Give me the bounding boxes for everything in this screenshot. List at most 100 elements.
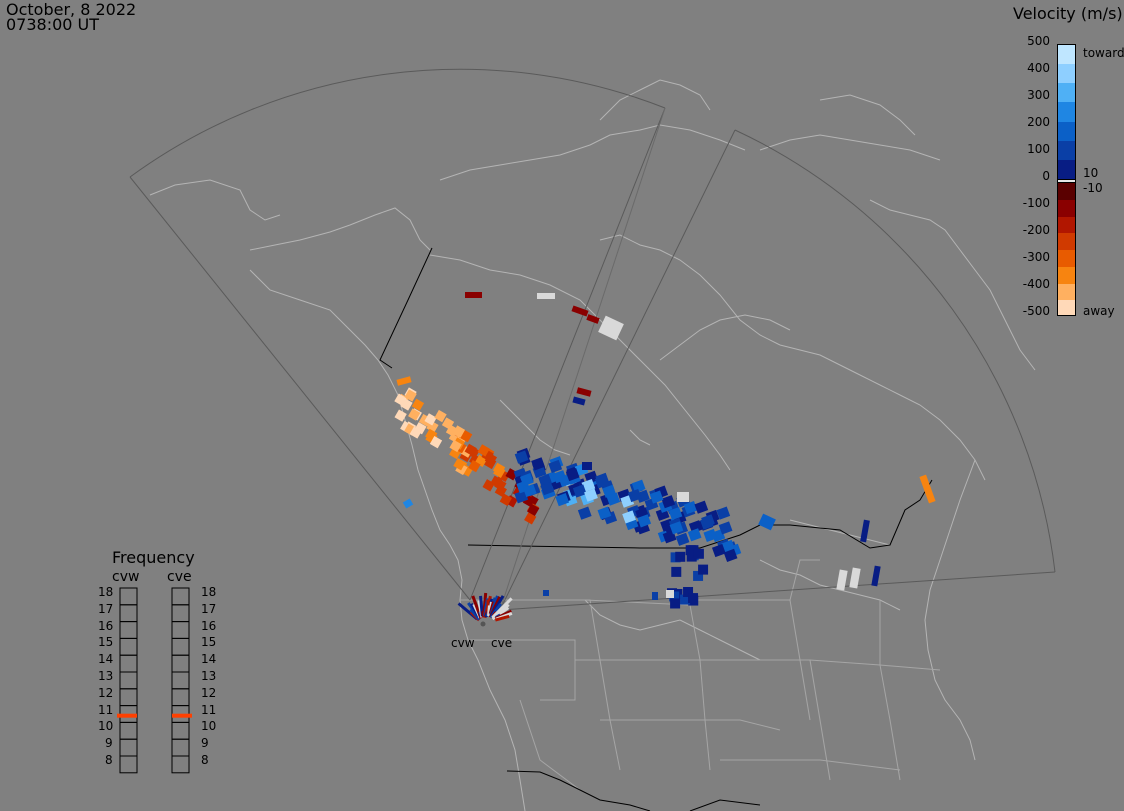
backscatter-cell: [652, 592, 658, 600]
backscatter-cell: [701, 514, 715, 528]
backscatter-cell: [576, 387, 592, 397]
frequency-label-left: 16: [98, 618, 114, 633]
backscatter-cell: [477, 444, 490, 457]
frequency-label-right: 8: [201, 753, 209, 767]
radar-fields-of-view: [129, 68, 1056, 611]
colorbar-segment: [1058, 64, 1075, 85]
backscatter-cell: [598, 315, 624, 341]
time-label: 0738:00 UT: [6, 15, 100, 34]
frequency-title: Frequency: [112, 548, 195, 567]
colorbar-segment: [1058, 250, 1075, 268]
backscatter-cell: [581, 479, 596, 493]
backscatter-cell: [669, 521, 684, 535]
frequency-radar-cvw: cvw: [112, 569, 140, 585]
backscatter-cell: [669, 591, 680, 602]
backscatter-cell: [586, 314, 600, 324]
backscatter-cell: [693, 548, 704, 559]
backscatter-cell: [687, 528, 702, 542]
backscatter-cell: [396, 376, 412, 386]
frequency-cell: [171, 688, 190, 707]
frequency-label-left: 8: [105, 753, 113, 767]
frequency-label-right: 12: [201, 685, 217, 700]
frequency-label-left: 14: [98, 652, 114, 667]
backscatter-cell: [522, 483, 537, 498]
frequency-label-right: 18: [201, 585, 217, 599]
fan-beam: [494, 614, 510, 622]
frequency-label-left: 18: [98, 585, 114, 599]
colorbar-segment: [1058, 159, 1075, 180]
site-label-cvw: cvw: [451, 636, 475, 650]
frequency-label-right: 9: [201, 736, 209, 751]
backscatter-layer: [394, 292, 936, 609]
velocity-tick-label: 400: [1027, 61, 1050, 75]
frequency-cell: [119, 587, 138, 606]
colorbar-segment: [1058, 140, 1075, 161]
frequency-label-left: 15: [98, 635, 114, 650]
backscatter-cell: [445, 424, 459, 437]
backscatter-cell: [631, 479, 646, 493]
colorbar-segment: [1058, 45, 1075, 66]
velocity-tick-label: 200: [1027, 115, 1050, 129]
backscatter-cell: [622, 510, 636, 524]
velocity-tick-label: -400: [1022, 277, 1050, 291]
backscatter-cell: [860, 519, 870, 543]
backscatter-cell: [694, 500, 709, 514]
velocity-tick-label: 500: [1027, 34, 1050, 48]
backscatter-cell: [582, 462, 592, 470]
backscatter-cell: [402, 498, 414, 509]
frequency-label-left: 13: [98, 669, 114, 683]
backscatter-cell: [394, 409, 407, 422]
backscatter-cell: [649, 490, 664, 504]
frequency-marker: [117, 713, 137, 718]
frequency-cell: [119, 604, 138, 623]
frequency-label-right: 15: [201, 635, 217, 650]
legend-inner-label-negative: -10: [1083, 181, 1103, 195]
backscatter-cell: [499, 493, 512, 506]
frequency-cell: [171, 721, 190, 740]
frequency-label-right: 13: [201, 669, 217, 683]
colorbar-segment: [1058, 300, 1075, 315]
backscatter-cell: [606, 492, 621, 506]
backscatter-cell: [468, 459, 481, 473]
backscatter-cell: [716, 506, 731, 520]
velocity-tick-label: 0: [1042, 169, 1050, 183]
backscatter-cell: [505, 468, 518, 481]
backscatter-cell: [453, 458, 466, 471]
frequency-label-right: 16: [201, 618, 217, 633]
legend-away-label: away: [1083, 304, 1115, 318]
frequency-cell: [119, 755, 138, 774]
frequency-cell: [119, 621, 138, 639]
backscatter-cell: [698, 564, 709, 575]
backscatter-cell: [668, 507, 683, 521]
radar-site-marker: [480, 621, 486, 627]
frequency-label-right: 11: [201, 702, 217, 717]
date-label: October, 8 2022: [6, 0, 137, 19]
velocity-tick-label: -200: [1022, 223, 1050, 237]
backscatter-cell: [464, 443, 477, 457]
backscatter-cell: [584, 488, 598, 502]
backscatter-cell: [680, 594, 691, 605]
frequency-label-left: 9: [105, 736, 113, 751]
frequency-label-right: 10: [201, 719, 217, 734]
backscatter-cell: [686, 551, 697, 562]
backscatter-cell: [683, 586, 694, 597]
backscatter-cell: [758, 513, 776, 531]
backscatter-cell: [555, 493, 570, 507]
colorbar-segment: [1058, 102, 1075, 123]
colorbar-segment: [1058, 121, 1075, 142]
backscatter-cell: [409, 426, 422, 439]
frequency-cell: [171, 654, 190, 673]
backscatter-cell: [537, 293, 555, 299]
backscatter-cell: [404, 389, 417, 402]
backscatter-cell: [688, 593, 699, 604]
backscatter-cell: [849, 567, 861, 589]
backscatter-cell: [571, 305, 589, 317]
backscatter-cell: [494, 484, 507, 498]
colorbar-segment: [1058, 199, 1075, 218]
frequency-cell: [119, 688, 138, 707]
colorbar-segment: [1058, 266, 1075, 285]
frequency-cell: [171, 587, 190, 606]
fan-beam: [491, 606, 510, 621]
